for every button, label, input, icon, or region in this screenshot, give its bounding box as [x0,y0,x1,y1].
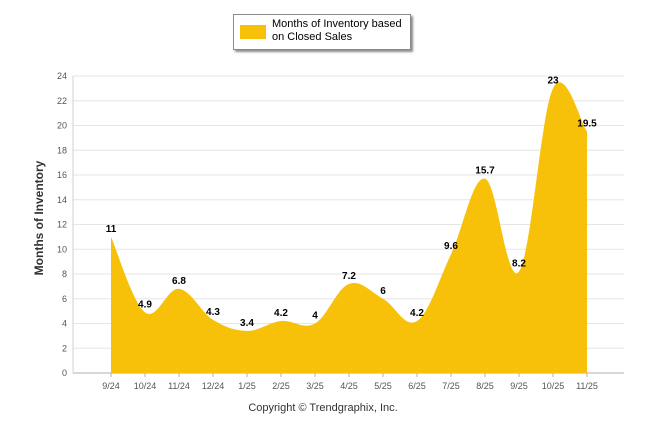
x-tick-label: 11/25 [576,381,598,391]
y-tick-label: 10 [57,244,67,254]
x-axis-ticks: 9/24 10/24 11/24 12/24 1/25 2/25 3/25 4/25 5/25 6… [102,373,598,391]
data-label: 3.4 [240,318,254,329]
y-tick-label: 12 [57,220,67,230]
data-labels: 11 4.9 6.8 4.3 3.4 4.2 4 7.2 6 4.2 9.6 15.7 8.2 23 19.… [106,75,597,329]
x-tick-label: 6/25 [408,381,426,391]
y-tick-label: 24 [57,71,67,81]
legend-label: Months of Inventory based on Closed Sale… [272,18,402,43]
area-series-fill [111,82,587,373]
series-area [110,82,588,373]
x-tick-label: 10/24 [134,381,157,391]
x-tick-label: 2/25 [272,381,290,391]
y-tick-label: 16 [57,170,67,180]
x-tick-label: 5/25 [374,381,392,391]
legend-swatch [240,25,266,39]
x-tick-label: 4/25 [340,381,358,391]
y-tick-label: 18 [57,145,67,155]
data-label: 4.2 [410,308,424,319]
x-tick-label: 12/24 [202,381,225,391]
x-tick-label: 8/25 [476,381,494,391]
data-label: 4.3 [206,307,220,318]
grid-lines [72,75,624,374]
y-tick-label: 4 [62,319,67,329]
x-tick-label: 10/25 [542,381,565,391]
data-label: 19.5 [577,119,597,130]
y-tick-label: 2 [62,343,67,353]
x-tick-label: 9/24 [102,381,120,391]
data-label: 4 [312,311,318,322]
data-label: 11 [106,224,117,235]
legend: Months of Inventory based on Closed Sale… [233,14,411,50]
data-label: 7.2 [342,271,356,282]
y-tick-label: 20 [57,121,67,131]
x-tick-label: 9/25 [510,381,528,391]
x-tick-label: 11/24 [168,381,190,391]
y-tick-label: 6 [62,294,67,304]
y-tick-label: 8 [62,269,67,279]
data-label: 8.2 [512,259,526,270]
y-tick-label: 0 [62,368,67,378]
y-tick-label: 22 [57,96,67,106]
data-label: 23 [547,75,559,86]
copyright-text: Copyright © Trendgraphix, Inc. [248,402,398,414]
data-label: 6 [380,286,386,297]
data-label: 4.2 [274,308,288,319]
x-tick-label: 1/25 [238,381,256,391]
x-tick-label: 3/25 [306,381,324,391]
data-label: 6.8 [172,276,186,287]
data-label: 9.6 [444,241,458,252]
y-axis-title: Months of Inventory [32,160,46,275]
x-tick-label: 7/25 [442,381,460,391]
data-label: 15.7 [475,166,495,177]
y-tick-label: 14 [57,195,67,205]
data-label: 4.9 [138,299,152,310]
